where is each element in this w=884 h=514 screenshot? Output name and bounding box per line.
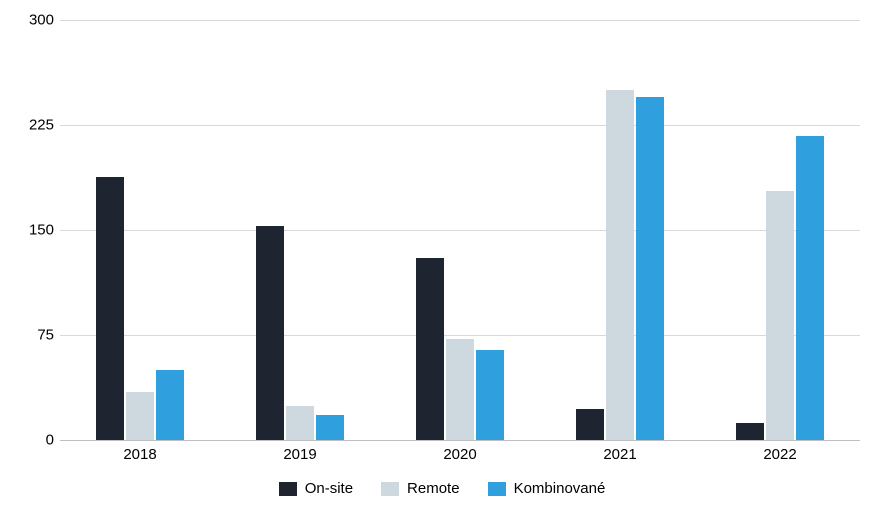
gridline bbox=[60, 440, 860, 441]
gridline bbox=[60, 230, 860, 231]
legend-item: On-site bbox=[279, 480, 353, 498]
bar bbox=[576, 409, 604, 440]
bar bbox=[156, 370, 184, 440]
gridline bbox=[60, 20, 860, 21]
legend-label: Kombinované bbox=[514, 480, 606, 497]
bar bbox=[316, 415, 344, 440]
legend-swatch bbox=[381, 482, 399, 496]
legend: On-site Remote Kombinované bbox=[0, 480, 884, 498]
bar bbox=[766, 191, 794, 440]
bar bbox=[736, 423, 764, 440]
x-tick-label: 2019 bbox=[283, 446, 316, 463]
gridline bbox=[60, 125, 860, 126]
bar bbox=[796, 136, 824, 440]
x-tick-label: 2022 bbox=[763, 446, 796, 463]
legend-swatch bbox=[279, 482, 297, 496]
legend-label: On-site bbox=[305, 480, 353, 497]
bar bbox=[416, 258, 444, 440]
legend-item: Remote bbox=[381, 480, 460, 498]
y-tick-label: 150 bbox=[4, 222, 54, 239]
x-tick-label: 2020 bbox=[443, 446, 476, 463]
bar bbox=[476, 350, 504, 440]
legend-label: Remote bbox=[407, 480, 460, 497]
x-tick-label: 2021 bbox=[603, 446, 636, 463]
bar bbox=[606, 90, 634, 440]
bar bbox=[96, 177, 124, 440]
y-tick-label: 75 bbox=[4, 327, 54, 344]
bar bbox=[126, 392, 154, 440]
gridline bbox=[60, 335, 860, 336]
legend-item: Kombinované bbox=[488, 480, 606, 498]
plot-area bbox=[60, 20, 860, 440]
y-tick-label: 0 bbox=[4, 432, 54, 449]
x-tick-label: 2018 bbox=[123, 446, 156, 463]
bar bbox=[256, 226, 284, 440]
y-tick-label: 225 bbox=[4, 117, 54, 134]
legend-swatch bbox=[488, 482, 506, 496]
y-tick-label: 300 bbox=[4, 12, 54, 29]
bar bbox=[636, 97, 664, 440]
bar bbox=[286, 406, 314, 440]
bar bbox=[446, 339, 474, 440]
bar-chart: 0 75 150 225 300 2018 2019 2020 2021 2022 On-sit… bbox=[0, 0, 884, 514]
